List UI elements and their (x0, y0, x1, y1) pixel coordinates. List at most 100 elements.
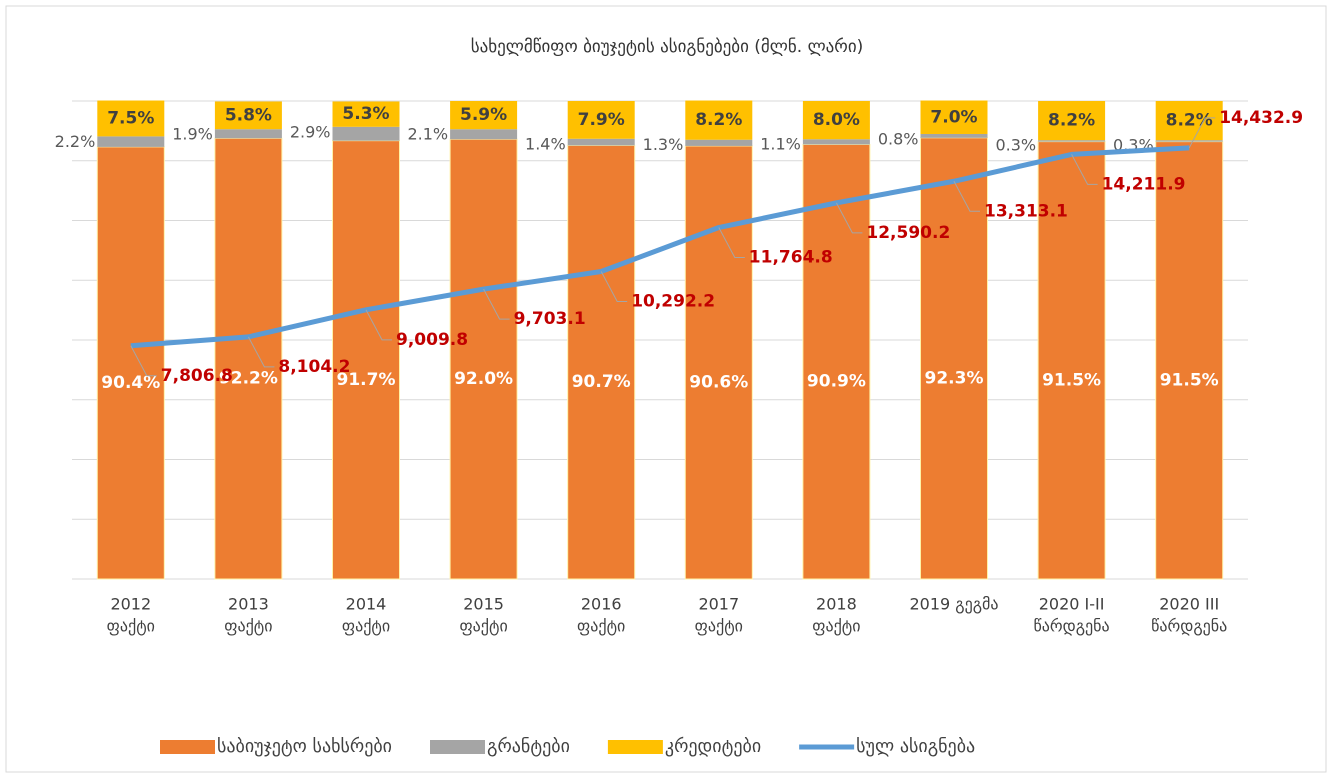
data-label: 7.9% (578, 110, 625, 130)
bar-segment (1155, 101, 1223, 141)
bar-segment (1155, 140, 1223, 142)
leader-line (483, 288, 510, 320)
bar-segment (802, 101, 870, 140)
data-label: 14,432.9 (1219, 108, 1303, 128)
leader-line (953, 181, 980, 212)
data-label: 10,292.2 (631, 292, 715, 312)
leader-line (247, 336, 275, 368)
leader-line (600, 271, 628, 303)
data-label: 90.6% (689, 372, 748, 392)
data-label: 11,764.8 (749, 248, 833, 268)
data-label: 92.3% (925, 368, 984, 388)
data-label: 12,590.2 (866, 223, 950, 243)
data-label: 2.1% (407, 125, 448, 144)
legend-label: სულ ასიგნება (856, 736, 975, 757)
data-label: 7.0% (930, 107, 977, 127)
data-label: 9,703.1 (514, 309, 586, 329)
legend-swatch (607, 740, 663, 754)
x-tick-label: 2013 (228, 595, 269, 614)
bar-segment (567, 144, 636, 580)
data-label: 13,313.1 (984, 201, 1068, 221)
line (130, 145, 1190, 349)
bar-segment (1038, 140, 1106, 142)
data-label: 91.5% (1042, 370, 1101, 390)
leader-line (365, 309, 392, 341)
bar-segment (332, 101, 400, 127)
bar-segment (332, 126, 400, 141)
data-label: 5.9% (460, 105, 507, 125)
chart-title: სახელმწიფო ბიუჯეტის ასიგნებები (მლნ. ლარ… (471, 37, 864, 57)
data-label: 90.9% (807, 372, 866, 392)
chart-frame (5, 5, 1327, 773)
x-tick-label: 2018 (816, 595, 857, 614)
bar-segment (920, 137, 988, 580)
bar-segment (97, 136, 165, 147)
x-tick-label: 2015 (463, 595, 504, 614)
x-tick-label: ფაქტი (695, 617, 743, 636)
data-label: 2.9% (290, 122, 331, 141)
x-tick-label: წარდგენა (1151, 617, 1227, 636)
data-label: 1.3% (643, 135, 684, 154)
data-label: 8.2% (1166, 111, 1213, 131)
x-tick-label: ფაქტი (342, 617, 390, 636)
x-tick-label: ფაქტი (107, 617, 155, 636)
bar-segment (1038, 101, 1106, 141)
data-label: 90.4% (101, 373, 160, 393)
data-label: 7,806.8 (161, 366, 233, 386)
data-label: 9,009.8 (396, 330, 468, 350)
data-label: 91.7% (337, 370, 396, 390)
data-label: 8.0% (813, 110, 860, 130)
x-tick-label: ფაქტი (224, 617, 272, 636)
data-label: 1.1% (760, 135, 801, 154)
x-tick-label: წარდგენა (1034, 617, 1110, 636)
data-label: 91.5% (1160, 370, 1219, 390)
data-label: 14,211.9 (1102, 174, 1186, 194)
x-tick-label: ფაქტი (812, 617, 860, 636)
bar-segment (332, 140, 400, 580)
legend-label: კრედიტები (665, 736, 761, 757)
leader-line (1188, 117, 1216, 149)
data-label: 7.5% (107, 108, 154, 128)
data-label: 5.8% (225, 105, 272, 125)
legend-label: საბიუჯეტო სახსრები (217, 736, 392, 757)
bar-segment (449, 138, 518, 580)
bar-segment (920, 100, 988, 134)
x-tick-label: 2014 (346, 595, 387, 614)
data-label: 2.2% (55, 132, 96, 151)
bar-segment (567, 101, 635, 139)
bar-segment (920, 133, 988, 138)
x-tick-label: 2016 (581, 595, 622, 614)
bar-segment (567, 138, 635, 146)
x-tick-label: ფაქტი (459, 617, 507, 636)
legend-swatch (430, 740, 485, 754)
data-label: 92.2% (219, 369, 278, 389)
data-label: 8.2% (695, 110, 742, 130)
bar-segment (214, 101, 282, 130)
bar-segment (450, 129, 518, 140)
bar-segment (685, 139, 753, 146)
data-label: 0.3% (995, 136, 1036, 155)
bar-segment (1155, 141, 1224, 580)
data-label: 5.3% (342, 104, 389, 124)
leader-line (718, 227, 745, 259)
leader-line (1071, 154, 1098, 185)
x-tick-label: 2019 გეგმა (909, 595, 998, 614)
bar-segment (96, 146, 165, 580)
data-label: 8.2% (1048, 111, 1095, 131)
x-tick-label: 2020 III (1159, 595, 1219, 614)
bar-segment (97, 100, 165, 137)
data-label: 90.7% (572, 372, 631, 392)
bar-segment (450, 101, 518, 130)
x-tick-label: ფაქტი (577, 617, 625, 636)
bar-segment (802, 143, 871, 580)
bar-segment (685, 100, 753, 140)
x-tick-label: 2017 (698, 595, 739, 614)
data-label: 0.8% (878, 129, 919, 148)
x-tick-label: 2012 (110, 595, 151, 614)
data-label: 8,104.2 (278, 357, 350, 377)
legend-swatch (160, 740, 215, 754)
data-label: 1.4% (525, 134, 566, 153)
data-label: 92.0% (454, 369, 513, 389)
x-tick-label: 2020 I-II (1039, 595, 1105, 614)
